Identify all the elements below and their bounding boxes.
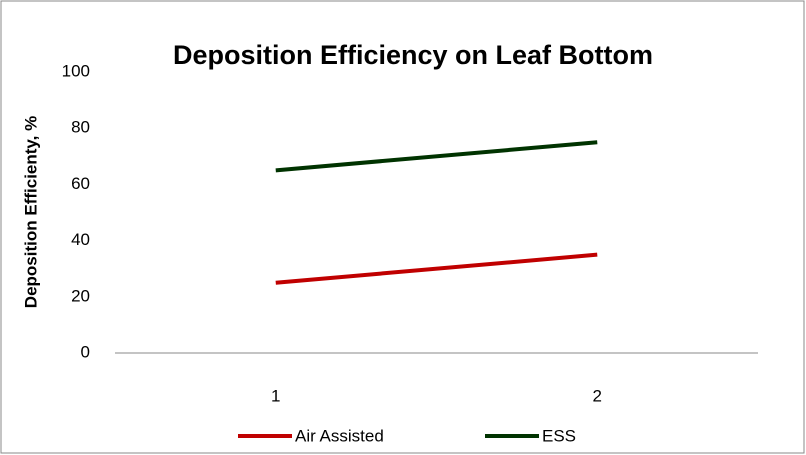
- chart-title: Deposition Efficiency on Leaf Bottom: [173, 40, 653, 70]
- y-axis-label: Deposition Efficienty, %: [21, 116, 40, 308]
- y-tick-label: 20: [71, 286, 90, 305]
- x-tick-label: 2: [593, 386, 602, 405]
- y-tick-label: 80: [71, 118, 90, 137]
- legend-label: ESS: [542, 426, 576, 445]
- y-tick-label: 60: [71, 174, 90, 193]
- legend-label: Air Assisted: [295, 426, 384, 445]
- x-tick-label: 1: [271, 386, 280, 405]
- y-tick-label: 40: [71, 230, 90, 249]
- y-tick-label: 0: [81, 342, 90, 361]
- series-line: [275, 252, 598, 285]
- series-line: [275, 140, 598, 173]
- y-tick-label: 100: [62, 61, 90, 80]
